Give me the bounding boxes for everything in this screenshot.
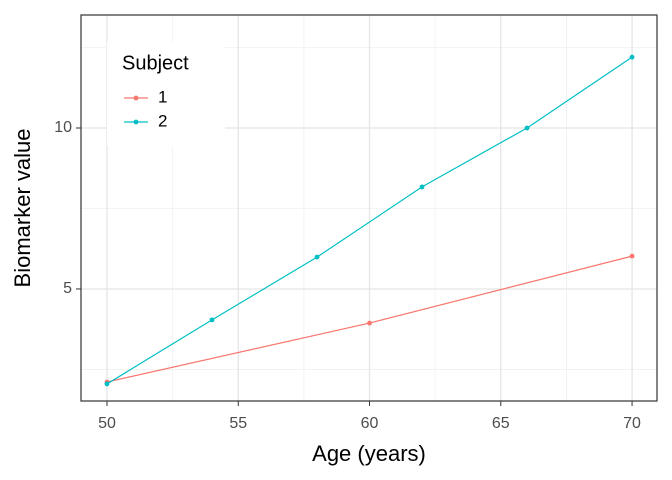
data-point (367, 320, 372, 326)
data-point (419, 184, 425, 190)
legend-key-point (133, 119, 139, 125)
panel-border (80, 14, 658, 402)
legend-label: 2 (158, 111, 167, 130)
x-tick-label: 60 (361, 415, 379, 432)
legend-label: 1 (158, 87, 167, 106)
x-tick-label: 50 (98, 415, 116, 432)
data-point (314, 254, 320, 260)
x-tick-label: 65 (492, 415, 510, 432)
x-tick-label: 55 (229, 415, 247, 432)
legend: Subject 1 2 (107, 42, 225, 146)
legend-key-point (133, 95, 139, 101)
data-point (104, 381, 110, 387)
data-point (629, 253, 635, 259)
y-tick-label: 5 (63, 280, 72, 297)
x-axis-label: Age (years) (312, 441, 426, 466)
y-axis-label: Biomarker value (10, 129, 35, 288)
data-point (629, 54, 635, 60)
y-tick-label: 10 (54, 119, 72, 136)
legend-box (107, 42, 225, 146)
data-point (524, 125, 530, 131)
x-tick-label: 70 (623, 415, 641, 432)
data-point (209, 317, 215, 323)
series-line (106, 56, 633, 385)
legend-title: Subject (122, 52, 189, 74)
